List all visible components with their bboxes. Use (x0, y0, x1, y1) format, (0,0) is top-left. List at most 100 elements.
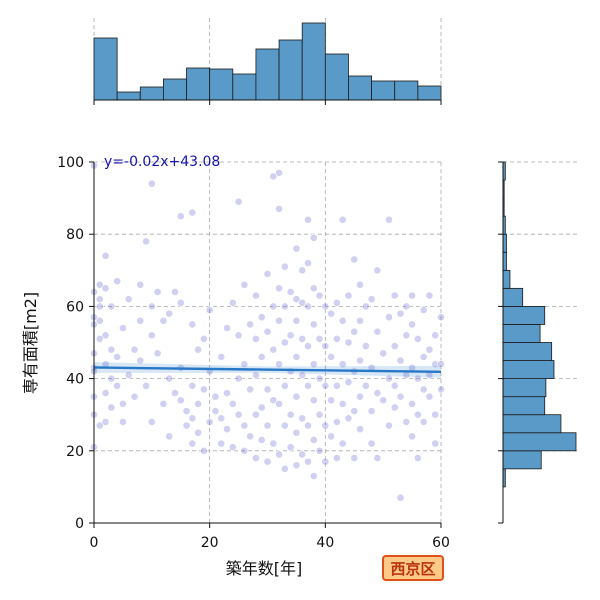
scatter-point (402, 418, 411, 426)
scatter-point (321, 457, 330, 466)
top-hist-bar (417, 85, 442, 101)
top-hist-bar (116, 91, 141, 101)
scatter-point (373, 266, 382, 275)
scatter-point (321, 302, 330, 311)
scatter-point (269, 302, 278, 311)
scatter-point (431, 410, 440, 419)
scatter-point (275, 205, 283, 213)
scatter-point (171, 288, 179, 296)
scatter-point (373, 389, 382, 397)
scatter-point (373, 454, 382, 462)
scatter-point (223, 324, 231, 332)
y-axis-label: 専有面積[m2] (21, 292, 40, 394)
right-hist-bar (502, 287, 524, 307)
scatter-point (147, 179, 156, 188)
y-tick-label: 100 (57, 155, 84, 171)
scatter-point (309, 284, 318, 293)
scatter-point (298, 371, 307, 379)
scatter-point (95, 280, 104, 289)
right-hist-bar (502, 432, 577, 452)
scatter-point (304, 259, 312, 267)
right-hist-bar (502, 233, 507, 253)
scatter-point (304, 421, 312, 430)
scatter-point (379, 396, 388, 405)
scatter-point (263, 457, 272, 466)
marginal-y-histogram (498, 161, 580, 524)
scatter-point (402, 302, 411, 311)
top-hist-bar (162, 78, 187, 101)
scatter-point (142, 381, 150, 390)
scatter-point (425, 392, 434, 401)
scatter-point (188, 208, 197, 217)
scatter-point (367, 439, 376, 448)
scatter-point (292, 353, 301, 361)
scatter-point (385, 374, 393, 383)
region-badge: 西京区 (382, 555, 444, 581)
scatter-point (332, 418, 341, 426)
scatter-point (309, 436, 318, 444)
scatter-point (101, 389, 110, 397)
scatter-point (275, 284, 283, 293)
scatter-point (315, 374, 324, 383)
scatter-point (119, 418, 127, 426)
scatter-point (350, 255, 359, 264)
scatter-point (113, 353, 122, 361)
top-hist-bar (324, 53, 349, 101)
scatter-point (211, 392, 220, 401)
scatter-point (199, 334, 208, 343)
scatter-point (356, 425, 364, 434)
scatter-point (246, 320, 255, 329)
scatter-point (113, 277, 122, 286)
scatter-point (385, 215, 393, 224)
scatter-point (124, 371, 133, 379)
scatter-point (419, 385, 428, 394)
scatter-point (257, 403, 266, 412)
scatter-point (327, 432, 336, 441)
scatter-point (315, 410, 324, 419)
scatter-point (280, 464, 289, 473)
scatter-point (338, 316, 347, 325)
scatter-point (396, 392, 405, 401)
scatter-point (286, 331, 295, 340)
scatter-point (240, 360, 249, 369)
scatter-point (263, 385, 272, 394)
scatter-point (269, 396, 278, 405)
scatter-point (292, 461, 301, 470)
scatter-point (408, 399, 416, 408)
scatter-point (194, 345, 202, 354)
scatter-point (292, 295, 301, 304)
scatter-point (275, 450, 283, 459)
scatter-point (298, 450, 307, 459)
scatter-point (390, 291, 399, 300)
scatter-point (390, 342, 399, 351)
scatter-point (304, 457, 312, 466)
scatter-point (176, 298, 185, 307)
scatter-point (280, 381, 289, 390)
scatter-point (257, 436, 266, 444)
scatter-point (361, 302, 370, 311)
scatter-point (344, 378, 353, 387)
right-hist-bar (502, 251, 507, 271)
scatter-point (257, 353, 266, 361)
scatter-point (188, 439, 197, 448)
scatter-point (304, 381, 312, 390)
scatter-point (188, 320, 197, 329)
scatter-point (176, 212, 185, 221)
scatter-point (228, 399, 237, 408)
scatter-point (101, 331, 110, 340)
top-hist-bar (186, 67, 211, 101)
right-hist-bar (502, 450, 542, 470)
scatter-point (437, 360, 445, 369)
scatter-point (309, 472, 318, 480)
scatter-point (101, 251, 110, 260)
scatter-point (350, 407, 359, 415)
scatter-point (321, 342, 330, 351)
scatter-point (234, 410, 243, 419)
right-hist-bar (502, 305, 546, 325)
scatter-point (309, 396, 318, 405)
scatter-point (263, 270, 272, 278)
scatter-point (165, 374, 174, 383)
scatter-point (159, 316, 168, 325)
scatter-point (95, 316, 104, 325)
